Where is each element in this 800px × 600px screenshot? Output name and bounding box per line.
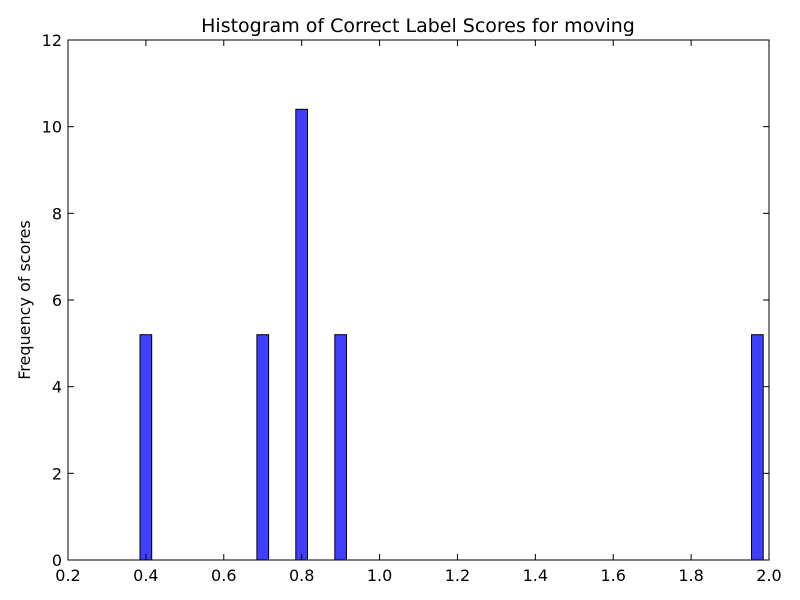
- x-tick-label-0: 0.2: [55, 566, 80, 585]
- y-tick-label-4: 8: [52, 204, 62, 223]
- x-tick-label-2: 0.6: [211, 566, 236, 585]
- histogram-bar-4: [751, 334, 764, 561]
- y-tick-label-3: 6: [52, 291, 62, 310]
- ticks-group: 0.2 0.4 0.6 0.8 1.0 1.2 1.4 1.6 1.8 2.0 0 2 4 6 8 10 12: [42, 31, 782, 585]
- y-tick-label-5: 10: [42, 118, 62, 137]
- x-tick-label-5: 1.2: [445, 566, 470, 585]
- x-tick-label-8: 1.8: [678, 566, 703, 585]
- y-tick-label-0: 0: [52, 551, 62, 570]
- histogram-bar-0: [139, 334, 153, 561]
- x-tick-label-7: 1.6: [600, 566, 625, 585]
- y-tick-label-1: 2: [52, 464, 62, 483]
- x-tick-label-6: 1.4: [523, 566, 548, 585]
- y-tick-label-2: 4: [52, 378, 62, 397]
- x-tick-label-9: 2.0: [756, 566, 781, 585]
- histogram-bar-3: [334, 334, 347, 561]
- bars-group: [139, 108, 764, 561]
- y-tick-label-6: 12: [42, 31, 62, 50]
- chart-title: Histogram of Correct Label Scores for mo…: [201, 15, 635, 37]
- histogram-bar-1: [256, 334, 270, 561]
- histogram-bar-2: [295, 108, 308, 561]
- x-tick-label-3: 0.8: [289, 566, 314, 585]
- x-tick-label-4: 1.0: [367, 566, 392, 585]
- y-axis-label: Frequency of scores: [15, 220, 34, 380]
- plot-frame: [67, 39, 770, 561]
- x-tick-label-1: 0.4: [133, 566, 158, 585]
